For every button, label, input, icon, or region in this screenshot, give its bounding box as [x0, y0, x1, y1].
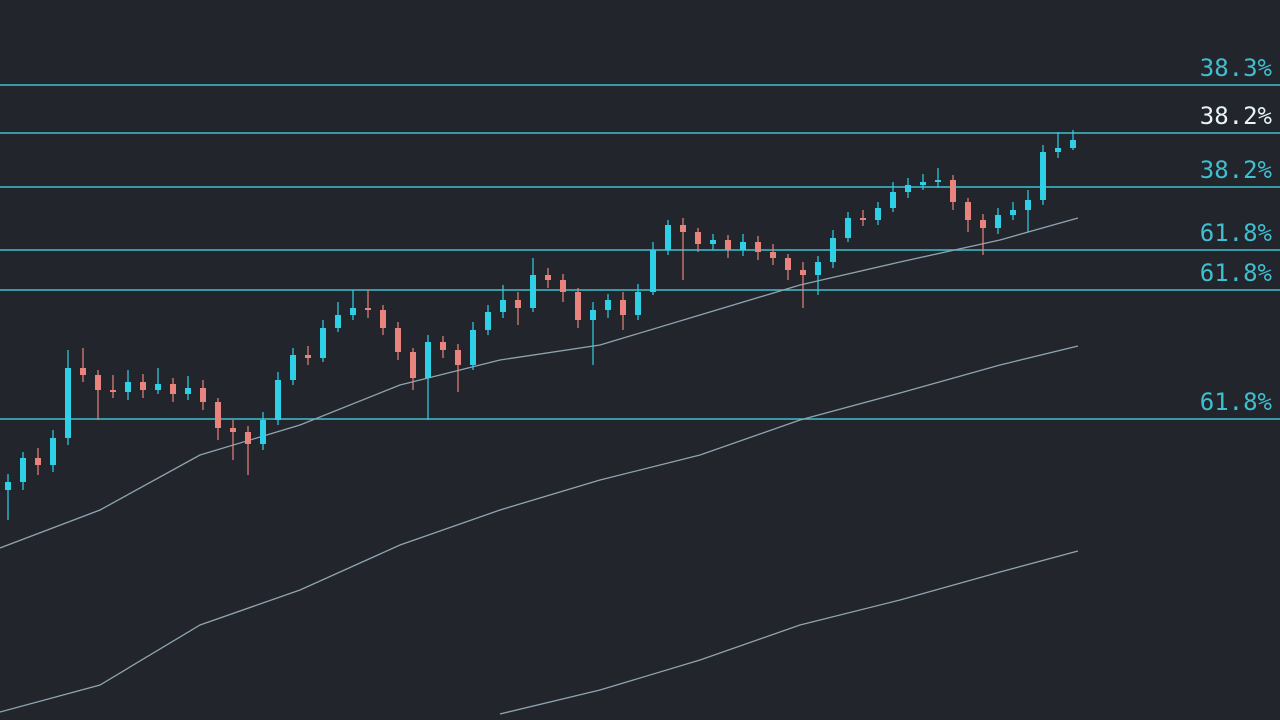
candle-body	[890, 192, 896, 208]
level-label: 61.8%	[1200, 259, 1273, 287]
candle-body	[5, 482, 11, 490]
candle-body	[365, 308, 371, 310]
candle-body	[185, 388, 191, 394]
candle-body	[1070, 140, 1076, 148]
candle-body	[320, 328, 326, 358]
candle-body	[995, 215, 1001, 228]
candle-body	[380, 310, 386, 328]
candle-body	[80, 368, 86, 375]
candle-body	[725, 240, 731, 250]
candle-body	[500, 300, 506, 312]
level-label: 38.2%	[1200, 156, 1273, 184]
candle-body	[1010, 210, 1016, 215]
candle-body	[440, 342, 446, 350]
candle-body	[710, 240, 716, 244]
candle-body	[650, 250, 656, 292]
level-label: 38.3%	[1200, 54, 1273, 82]
level-label: 61.8%	[1200, 388, 1273, 416]
moving-average	[0, 345, 1079, 713]
candle-body	[620, 300, 626, 315]
candle-body	[95, 375, 101, 390]
candle-body	[740, 242, 746, 250]
candle-body	[305, 355, 311, 358]
candle-body	[860, 218, 866, 220]
candle-body	[665, 225, 671, 250]
candle-body	[290, 355, 296, 380]
candle-body	[20, 458, 26, 482]
moving-average	[499, 550, 1079, 715]
candle-body	[815, 262, 821, 275]
candle-body	[260, 420, 266, 444]
candle-body	[335, 315, 341, 328]
candle-body	[935, 180, 941, 182]
candle-body	[830, 238, 836, 262]
candle-body	[65, 368, 71, 438]
candle-body	[875, 208, 881, 220]
candle-body	[485, 312, 491, 330]
candle-body	[470, 330, 476, 365]
candle-body	[245, 432, 251, 444]
candle-body	[425, 342, 431, 378]
candle-body	[110, 390, 116, 392]
candle-body	[1040, 152, 1046, 200]
candle-body	[230, 428, 236, 432]
candle-body	[755, 242, 761, 252]
candle-body	[35, 458, 41, 465]
candle-body	[980, 220, 986, 228]
candle-body	[395, 328, 401, 352]
candle-body	[560, 280, 566, 292]
candle-body	[530, 275, 536, 308]
candle-body	[155, 384, 161, 390]
candle-body	[905, 185, 911, 192]
candle-body	[920, 182, 926, 185]
candle-body	[170, 384, 176, 394]
candle-body	[785, 258, 791, 270]
candle-body	[635, 292, 641, 315]
candle-body	[1055, 148, 1061, 152]
candle-body	[770, 252, 776, 258]
candle-body	[410, 352, 416, 378]
candle-body	[590, 310, 596, 320]
candle-body	[125, 382, 131, 392]
candle-body	[545, 275, 551, 280]
level-label: 38.2%	[1200, 102, 1273, 130]
candle-body	[695, 232, 701, 244]
candle-body	[1025, 200, 1031, 210]
candle-body	[680, 225, 686, 232]
candle-body	[800, 270, 806, 275]
candle-body	[605, 300, 611, 310]
moving-average	[0, 217, 1079, 549]
candle-body	[200, 388, 206, 402]
level-label: 61.8%	[1200, 219, 1273, 247]
candle-body	[965, 202, 971, 220]
candle-body	[515, 300, 521, 308]
candle-body	[140, 382, 146, 390]
candle-body	[50, 438, 56, 465]
candle-body	[845, 218, 851, 238]
candle-body	[455, 350, 461, 365]
candle-body	[575, 292, 581, 320]
candle-body	[350, 308, 356, 315]
candle-body	[215, 402, 221, 428]
candle-body	[275, 380, 281, 420]
candle-body	[950, 180, 956, 202]
